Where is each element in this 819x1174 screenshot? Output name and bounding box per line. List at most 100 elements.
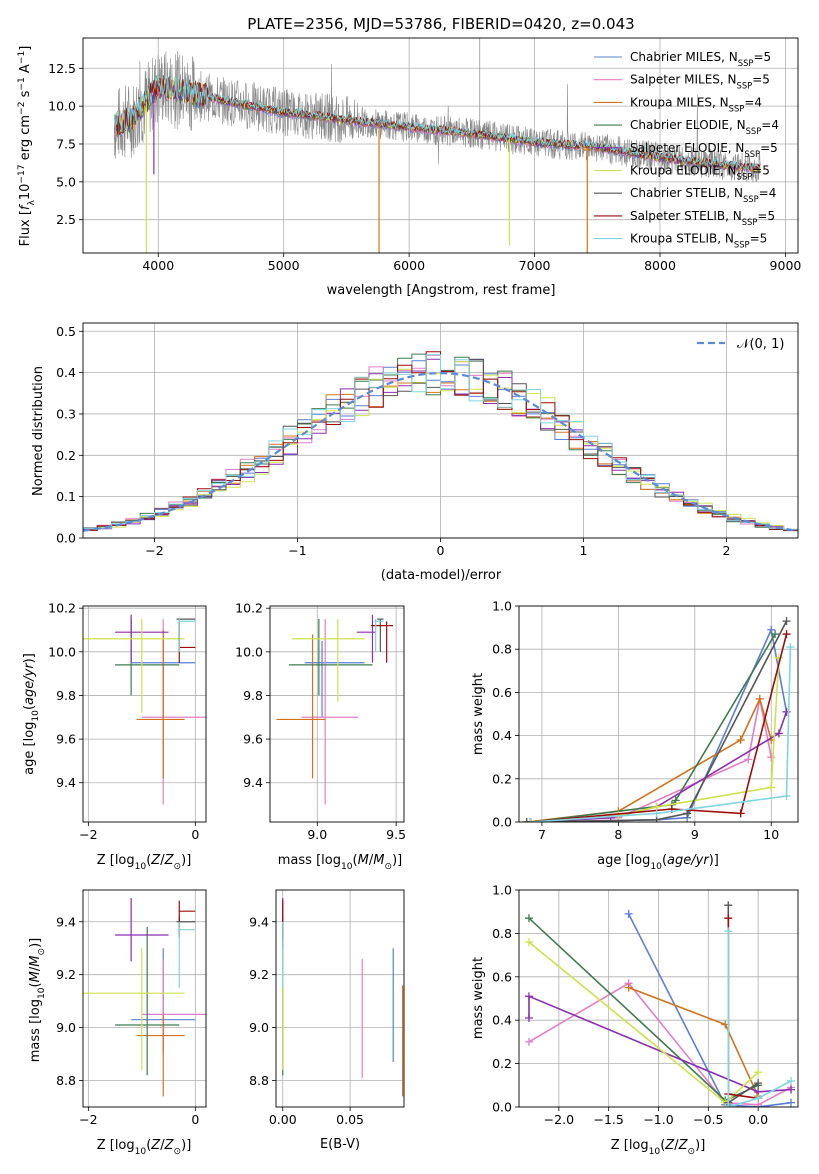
y-tick-label: 0.6 [492, 969, 512, 984]
series-marker [754, 1068, 763, 1077]
plot-area [522, 617, 795, 822]
y-axis-label: mass weight [471, 957, 486, 1039]
panel-age_vs_mass: 9.0 9.5 9.4 9.6 9.8 10.0 10.2 mass [log10(M/M⊙)… [235, 601, 406, 872]
legend-label: Kroupa MILES, NSSP=4 [630, 95, 762, 113]
series-marker [522, 818, 531, 822]
series-line [530, 646, 792, 822]
y-tick-label: 0.2 [492, 1056, 512, 1071]
y-tick-label: 5.0 [56, 174, 76, 189]
series-marker [524, 992, 533, 1001]
x-axis-label: Z [log10(Z/Z⊙)] [97, 1138, 192, 1157]
y-tick-label: 9.0 [249, 1020, 269, 1035]
y-axis-label: Normed distribution [31, 366, 46, 496]
axes-frame [82, 605, 207, 823]
series-marker [754, 1094, 763, 1103]
plot-area [83, 897, 206, 1097]
y-axis-label: Flux [fλ10−17 erg cm−2 s−1 A−1] [17, 46, 37, 247]
x-axis-label: mass [log10(M/M⊙)] [278, 853, 402, 872]
y-tick-label: 9.4 [56, 914, 76, 929]
series-marker [524, 938, 533, 947]
x-axis-label: (data-model)/error [381, 568, 502, 583]
x-tick-label: −1.5 [593, 1112, 623, 1127]
series-marker [782, 630, 791, 639]
series-line [727, 931, 792, 1107]
panel-mass_vs_Z: −2 0 8.8 9.0 9.2 9.4 Z [log10(Z/Z⊙)] mass [log1… [28, 889, 207, 1157]
x-tick-label: −2 [145, 543, 163, 558]
x-axis-label: Z [log10(Z/Z⊙)] [611, 1138, 706, 1157]
legend-label: Kroupa ELODIE, NSSP=5 [630, 164, 770, 182]
y-tick-label: 9.6 [243, 732, 263, 747]
y-tick-label: 0.0 [56, 531, 76, 546]
y-tick-label: 8.8 [249, 1073, 269, 1088]
series-marker [767, 783, 776, 792]
plot-area [114, 38, 761, 253]
y-tick-label: 10.0 [48, 644, 76, 659]
panel-age_vs_Z: −2 0 9.4 9.6 9.8 10.0 10.2 Z [log10(Z/Z⊙)] age [… [22, 601, 207, 872]
series-marker [786, 643, 795, 652]
legend-label: Chabrier MILES, NSSP=5 [630, 50, 771, 68]
y-tick-label: 0.4 [492, 1013, 512, 1028]
series-marker [736, 735, 745, 744]
x-axis-label: age [log10(age/yr)] [597, 853, 719, 872]
panel-mass_weight_vs_age: 7 8 9 10 0.0 0.2 0.4 0.6 0.8 1.0 age [log10(age/yr… [471, 599, 799, 872]
series-marker [774, 729, 783, 738]
y-tick-label: 9.4 [249, 914, 269, 929]
x-tick-label: 7 [538, 827, 546, 842]
series-marker [524, 914, 533, 923]
series-marker [787, 1098, 796, 1107]
y-tick-label: 1.0 [492, 599, 512, 614]
x-tick-label: −2.0 [544, 1112, 574, 1127]
y-tick-label: 10.0 [48, 99, 76, 114]
series-marker [767, 625, 776, 634]
series-marker [736, 809, 745, 818]
x-tick-label: 1 [580, 543, 588, 558]
y-tick-label: 9.4 [243, 775, 263, 790]
y-tick-label: 9.4 [56, 775, 76, 790]
series-marker [526, 818, 535, 822]
panel-mass_weight_vs_Z: −2.0 −1.5 −1.0 −0.5 0.0 0.0 0.2 0.4 0.6 0.8 1.0 Z [… [471, 883, 799, 1157]
series-marker [771, 630, 780, 639]
y-tick-label: 0.6 [492, 685, 512, 700]
y-tick-label: 0.4 [56, 365, 76, 380]
x-tick-label: −2 [79, 1112, 97, 1127]
series-marker [524, 1037, 533, 1046]
x-axis-label: wavelength [Angstrom, rest frame] [327, 283, 556, 298]
series-marker [767, 753, 776, 762]
panel-spectrum: 4000 5000 6000 7000 8000 9000 2.5 5.0 7.5 10.0 12.… [17, 37, 801, 298]
series-marker [755, 694, 764, 703]
x-tick-label: 5000 [268, 258, 300, 273]
axes-frame [82, 37, 799, 254]
y-tick-label: 1.0 [492, 883, 512, 898]
series-line [530, 633, 788, 822]
series-marker [774, 653, 783, 662]
series-marker [787, 1076, 796, 1085]
x-tick-label: 7000 [519, 258, 551, 273]
normal-curve [83, 371, 798, 532]
series-marker [782, 617, 791, 626]
y-tick-label: 12.5 [48, 61, 76, 76]
series-marker [652, 809, 661, 818]
series-marker [754, 1079, 763, 1088]
x-axis-label: Z [log10(Z/Z⊙)] [97, 853, 192, 872]
plot-area [276, 614, 393, 805]
series-marker [724, 927, 733, 936]
series-marker [724, 914, 733, 923]
x-tick-label: −1 [288, 543, 306, 558]
y-tick-label: 9.6 [56, 732, 76, 747]
y-tick-label: 8.8 [56, 1073, 76, 1088]
x-tick-label: 0.0 [748, 1112, 768, 1127]
legend-label: Chabrier STELIB, NSSP=4 [630, 186, 776, 204]
y-tick-label: 0.5 [56, 324, 76, 339]
series-marker [624, 909, 633, 918]
x-tick-label: 4000 [142, 258, 174, 273]
x-tick-label: 2 [723, 543, 731, 558]
x-tick-label: 8000 [644, 258, 676, 273]
y-tick-label: 9.2 [249, 967, 269, 982]
series-marker [787, 1085, 796, 1094]
y-tick-label: 2.5 [56, 212, 76, 227]
y-tick-label: 9.8 [56, 688, 76, 703]
legend-label: Salpeter STELIB, NSSP=5 [630, 209, 775, 227]
legend-label: 𝒩(0, 1) [737, 337, 784, 352]
series-marker [724, 901, 733, 910]
